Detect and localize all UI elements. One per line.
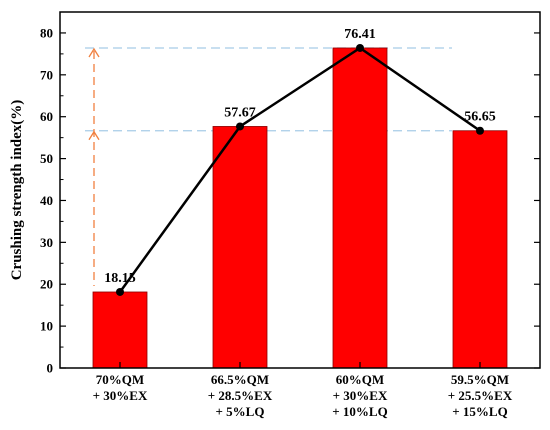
y-tick-label: 10 [40,319,53,334]
x-tick-label-line: + 25.5%EX [448,388,513,403]
arrow-head [88,130,100,141]
bar [332,47,388,369]
bar [452,130,508,369]
y-tick-label: 20 [40,277,53,292]
data-label: 18.15 [104,271,136,286]
data-label: 76.41 [344,27,376,42]
data-point [356,43,364,52]
y-tick-label: 50 [40,151,53,166]
x-tick-label-line: 60%QM [336,372,384,387]
data-labels: 18.15 57.67 76.41 56.65 [104,27,496,286]
x-tick-label-line: + 30%EX [93,388,148,403]
x-tick-label-line: + 5%LQ [216,404,265,419]
data-point [116,287,124,296]
plot-frame [59,11,541,369]
x-tick-label-line: 70%QM [96,372,144,387]
x-tick-label-line: 59.5%QM [451,372,509,387]
x-tick-label-line: + 30%EX [333,388,388,403]
x-category-label: 59.5%QM+ 25.5%EX+ 15%LQ [448,372,513,419]
bar [92,291,148,369]
trend-line [116,43,484,296]
difference-arrows [88,47,100,286]
y-tick-label: 0 [47,361,54,376]
x-tick-label-line: + 10%LQ [332,404,387,419]
data-point [476,126,484,135]
x-tick-label-line: + 28.5%EX [208,388,273,403]
y-axis-title: Crushing strength index(%) [9,100,25,281]
x-tick-label-line: 66.5%QM [211,372,269,387]
x-category-label: 66.5%QM+ 28.5%EX+ 5%LQ [208,372,273,419]
y-tick-label: 80 [40,25,53,40]
y-tick-label: 70 [40,67,53,82]
data-point [236,122,244,131]
y-tick-label: 30 [40,235,53,250]
y-tick-label: 60 [40,109,53,124]
bar [212,126,268,369]
y-tick-label: 40 [40,193,53,208]
x-category-label: 70%QM+ 30%EX [93,372,148,403]
data-label: 56.65 [464,110,496,125]
series-line [118,46,481,293]
x-category-label: 60%QM+ 30%EX+ 10%LQ [332,372,388,419]
reference-lines [85,47,452,132]
x-tick-label-line: + 15%LQ [452,404,507,419]
bars [92,47,508,369]
arrow-head [88,47,100,58]
y-axis: 0 10 20 30 40 50 60 70 80 [40,25,540,376]
data-label: 57.67 [224,105,256,120]
